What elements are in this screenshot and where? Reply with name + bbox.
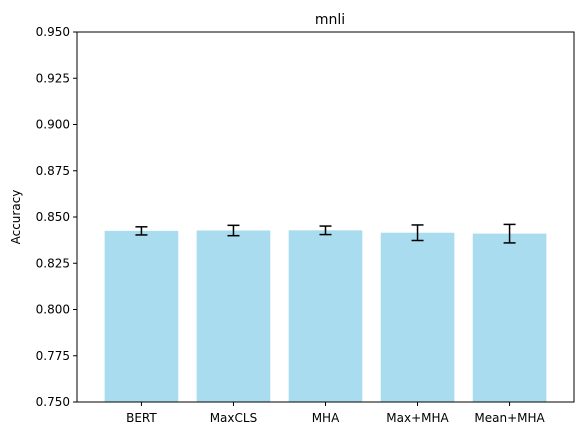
bar (472, 233, 547, 402)
bar (196, 230, 271, 402)
x-tick-label: Max+MHA (386, 411, 449, 425)
y-tick-label: 0.875 (36, 164, 70, 178)
x-tick-label: MaxCLS (210, 411, 258, 425)
y-tick-label: 0.750 (36, 395, 70, 409)
x-tick-label: MHA (312, 411, 340, 425)
x-axis-ticks: BERT MaxCLS MHA Max+MHA Mean+MHA (126, 402, 546, 425)
y-tick-label: 0.800 (36, 303, 70, 317)
y-tick-label: 0.950 (36, 25, 70, 39)
error-bar (227, 224, 240, 237)
bar (104, 230, 179, 402)
y-tick-label: 0.900 (36, 118, 70, 132)
x-tick-label: BERT (126, 411, 157, 425)
y-tick-label: 0.825 (36, 256, 70, 270)
y-tick-label: 0.775 (36, 349, 70, 363)
y-tick-label: 0.925 (36, 71, 70, 85)
chart-title: mnli (315, 12, 345, 28)
error-bar (503, 223, 516, 244)
error-bar (319, 225, 332, 236)
y-tick-label: 0.850 (36, 210, 70, 224)
bar (380, 232, 455, 402)
error-bars-layer (135, 223, 516, 244)
bar (288, 230, 363, 402)
y-axis-label: Accuracy (9, 190, 23, 245)
error-bar (411, 224, 424, 242)
y-axis-ticks: 0.750 0.775 0.800 0.825 0.850 0.875 0.900 0.925… (36, 25, 77, 409)
bars-layer (104, 230, 547, 402)
error-bar (135, 226, 148, 236)
x-tick-label: Mean+MHA (474, 411, 545, 425)
